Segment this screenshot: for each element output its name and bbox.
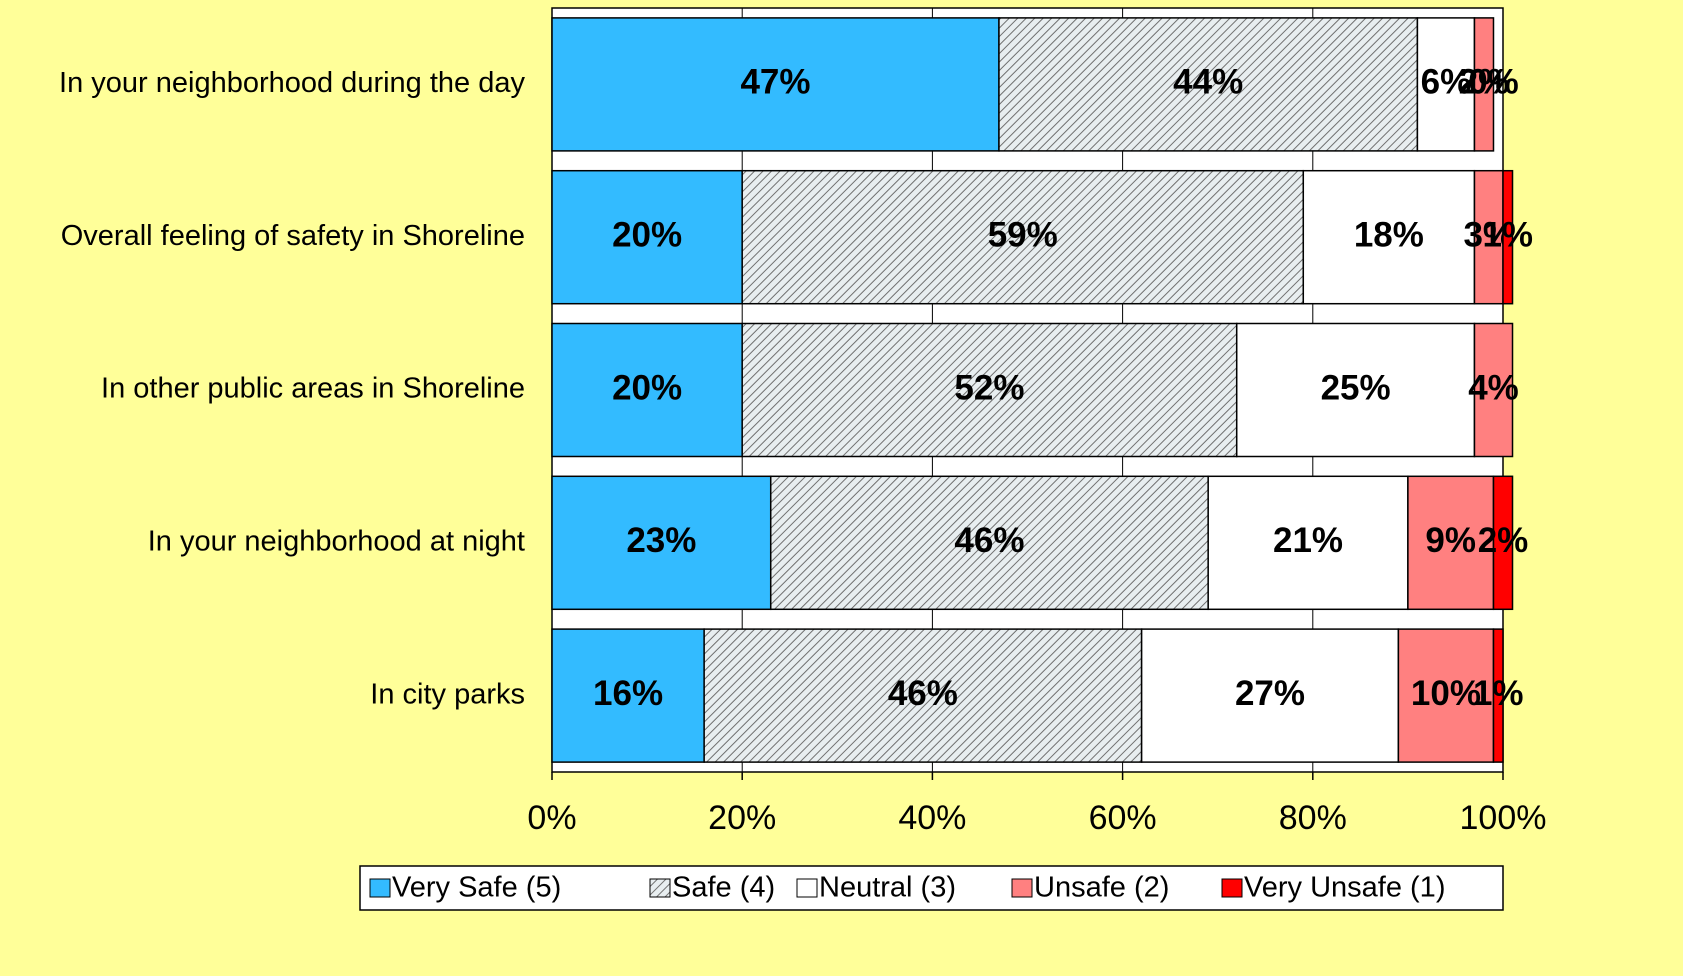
x-tick-label: 20% <box>708 799 776 837</box>
value-label: 10% <box>1411 674 1481 713</box>
legend-label: Safe (4) <box>672 872 775 904</box>
legend-swatch <box>649 878 671 898</box>
bar-segment <box>1502 169 1514 305</box>
bar-segment <box>1407 475 1495 611</box>
bar-segment <box>703 628 1143 763</box>
value-label: 27% <box>1235 674 1305 713</box>
value-label: 2% <box>1459 63 1510 102</box>
value-label: 20% <box>612 368 682 407</box>
value-label: 59% <box>988 215 1058 254</box>
bar-segment <box>1235 322 1476 458</box>
legend-swatch <box>1011 878 1033 898</box>
value-label: 44% <box>1173 63 1243 102</box>
value-label: 1% <box>1473 674 1524 713</box>
bar-segment <box>998 17 1419 152</box>
legend-label: Very Safe (5) <box>392 872 561 904</box>
bar-segment <box>769 475 1209 611</box>
value-label: 46% <box>954 521 1024 560</box>
bar-segment <box>1207 475 1409 611</box>
value-label: 6% <box>1421 63 1472 102</box>
value-label: 25% <box>1321 368 1391 407</box>
value-label: 47% <box>740 63 810 102</box>
value-label: 21% <box>1273 521 1343 560</box>
value-label: 1% <box>1482 215 1533 254</box>
value-label: 0% <box>1468 63 1519 102</box>
category-label: Overall feeling of safety in Shoreline <box>61 220 525 252</box>
value-label: 2% <box>1478 521 1529 560</box>
x-tick-label: 100% <box>1460 799 1547 837</box>
bar-segment <box>1492 628 1504 763</box>
category-label: In your neighborhood at night <box>148 525 525 557</box>
value-label: 16% <box>593 674 663 713</box>
bar-segment <box>1492 475 1514 611</box>
legend-label: Very Unsafe (1) <box>1244 872 1445 904</box>
bar-segment <box>741 169 1305 305</box>
x-tick-label: 60% <box>1089 799 1157 837</box>
value-label: 52% <box>954 368 1024 407</box>
category-label: In your neighborhood during the day <box>59 67 525 99</box>
bar-segment <box>1140 628 1400 763</box>
legend-swatch <box>796 878 818 898</box>
bar-segment <box>1397 628 1495 763</box>
x-tick-label: 80% <box>1279 799 1347 837</box>
value-label: 23% <box>626 521 696 560</box>
bar-segment <box>1473 169 1504 305</box>
bar-segment <box>1473 17 1495 152</box>
bar-segment <box>551 17 1000 152</box>
legend-swatch <box>1221 878 1243 898</box>
value-label: 4% <box>1468 368 1519 407</box>
bar-segment <box>1416 17 1476 152</box>
category-label: In city parks <box>370 678 525 710</box>
category-label: In other public areas in Shoreline <box>101 373 525 405</box>
bar-segment <box>551 628 705 763</box>
bar-segment <box>1473 322 1514 458</box>
value-label: 18% <box>1354 215 1424 254</box>
value-label: 46% <box>888 674 958 713</box>
bar-segment <box>551 169 743 305</box>
legend-label: Neutral (3) <box>819 872 956 904</box>
legend-box <box>359 865 1504 911</box>
value-label: 20% <box>612 215 682 254</box>
bar-segment <box>551 322 743 458</box>
value-label: 9% <box>1425 521 1476 560</box>
legend-label: Unsafe (2) <box>1034 872 1169 904</box>
x-tick-label: 40% <box>898 799 966 837</box>
bar-segment <box>551 475 772 611</box>
legend-swatch <box>369 878 391 898</box>
x-tick-label: 0% <box>527 799 576 837</box>
